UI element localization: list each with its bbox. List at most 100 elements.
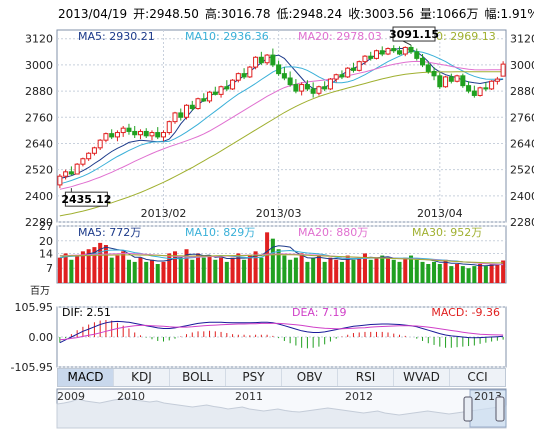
candle-up (333, 74, 339, 80)
candle-down (391, 48, 397, 52)
price-tick-label-left: 2760 (25, 111, 53, 124)
quote-change: 幅:1.91% (484, 7, 534, 21)
candle-up (166, 121, 172, 134)
tab-cci[interactable]: CCI (467, 370, 488, 384)
macd-panel: 105.95 0.00 -105.95 DIF: 2.51 DEA: 7.19 MACD:… (11, 301, 507, 374)
navigator-handle[interactable] (463, 396, 473, 422)
volume-bar (426, 264, 431, 283)
volume-bar (132, 261, 137, 283)
volume-bar (409, 255, 414, 283)
volume-bar (242, 259, 247, 283)
volume-bar (63, 253, 68, 283)
volume-bar (161, 261, 166, 283)
volume-ma-label: MA5: 772万 (78, 226, 141, 239)
price-tick-label-left: 3000 (25, 59, 53, 72)
price-ma-label: MA10: 2936.36 (185, 30, 269, 43)
volume-bar (126, 259, 131, 283)
quote-header: 2013/04/19 开:2948.50 高:3016.78 低:2948.24 收:3… (58, 5, 534, 22)
dea-label: DEA: 7.19 (292, 306, 346, 319)
tab-kdj[interactable]: KDJ (114, 369, 170, 386)
navigator-year-label: 2011 (235, 390, 263, 403)
candle-down (437, 75, 443, 88)
volume-bar (276, 249, 281, 283)
dif-line (59, 320, 504, 344)
tab-wvad[interactable]: WVAD (394, 369, 450, 386)
volume-bar (357, 257, 362, 283)
macd-label: MACD: -9.36 (431, 306, 500, 319)
tab-obv[interactable]: OBV (282, 369, 338, 386)
candle-up (149, 132, 155, 137)
volume-bar (265, 232, 270, 283)
candle-down (270, 54, 276, 66)
candle-up (91, 147, 97, 154)
volume-bar (207, 255, 212, 283)
candle-up (362, 55, 368, 63)
candle-up (299, 84, 305, 92)
candle-down (339, 74, 345, 78)
candle-down (287, 77, 293, 86)
volume-bar (368, 259, 373, 283)
volume-bar (403, 257, 408, 283)
candle-down (322, 86, 328, 90)
date-tick-label: 2013/02 (141, 207, 187, 220)
tab-boll[interactable]: BOLL (170, 369, 226, 386)
candle-down (224, 86, 230, 90)
price-tick-label-left: 2400 (25, 190, 53, 203)
volume-bar (213, 259, 218, 283)
candle-up (86, 152, 92, 160)
volume-bar (420, 261, 425, 283)
candle-down (276, 64, 282, 75)
volume-bar (483, 266, 488, 283)
volume-bar (328, 257, 333, 283)
candle-down (368, 55, 374, 59)
volume-bar (305, 261, 310, 283)
tab-rsi[interactable]: RSI (338, 369, 394, 386)
date-tick-label: 2013/04 (417, 207, 463, 220)
volume-bar (69, 259, 74, 283)
candle-up (373, 50, 379, 59)
price-ma30-line (59, 71, 504, 217)
volume-bar (432, 261, 437, 283)
volume-bar (57, 257, 62, 283)
volume-bar (155, 264, 160, 283)
volume-bar (109, 257, 114, 283)
volume-bar (167, 253, 172, 283)
quote-close: 收:3003.56 (348, 7, 414, 21)
navigator-year-label: 2013 (474, 390, 502, 403)
tab-macd[interactable]: MACD (58, 369, 114, 386)
navigator-panel: 2009 2010 2011 2012 2013 (56, 388, 507, 429)
price-panel-frame (56, 29, 507, 223)
price-ma-label: MA20: 2978.03 (298, 30, 382, 43)
navigator-handle[interactable] (495, 396, 505, 422)
price-ma20-line (59, 60, 504, 190)
volume-bar (172, 251, 178, 283)
candle-up (80, 158, 86, 165)
dif-label: DIF: 2.51 (62, 306, 111, 319)
volume-bar (247, 255, 252, 283)
volume-bar (293, 257, 298, 283)
volume-tick-label: 20 (39, 235, 53, 248)
navigator-year-label: 2009 (57, 390, 85, 403)
price-tick-label-right: 2640 (510, 137, 534, 150)
volume-tick-label: 14 (39, 247, 53, 260)
volume-bar (311, 257, 316, 283)
tab-psy[interactable]: PSY (226, 369, 282, 386)
price-tick-label-right: 3120 (510, 33, 534, 46)
price-annotation: 2435.12 (61, 193, 111, 206)
candle-down (471, 90, 477, 96)
candle-down (293, 84, 299, 92)
price-tick-label-right: 2880 (510, 85, 534, 98)
candle-down (448, 76, 454, 82)
volume-bar (495, 264, 500, 283)
candle-down (212, 91, 218, 95)
candle-up (230, 79, 236, 90)
volume-bar (374, 257, 379, 283)
volume-ma-label: MA20: 880万 (298, 226, 368, 239)
candle-down (126, 127, 132, 132)
volume-ma-label: MA10: 829万 (185, 226, 255, 239)
candle-down (201, 98, 207, 102)
volume-bar (121, 251, 126, 283)
volume-bar (184, 249, 189, 283)
